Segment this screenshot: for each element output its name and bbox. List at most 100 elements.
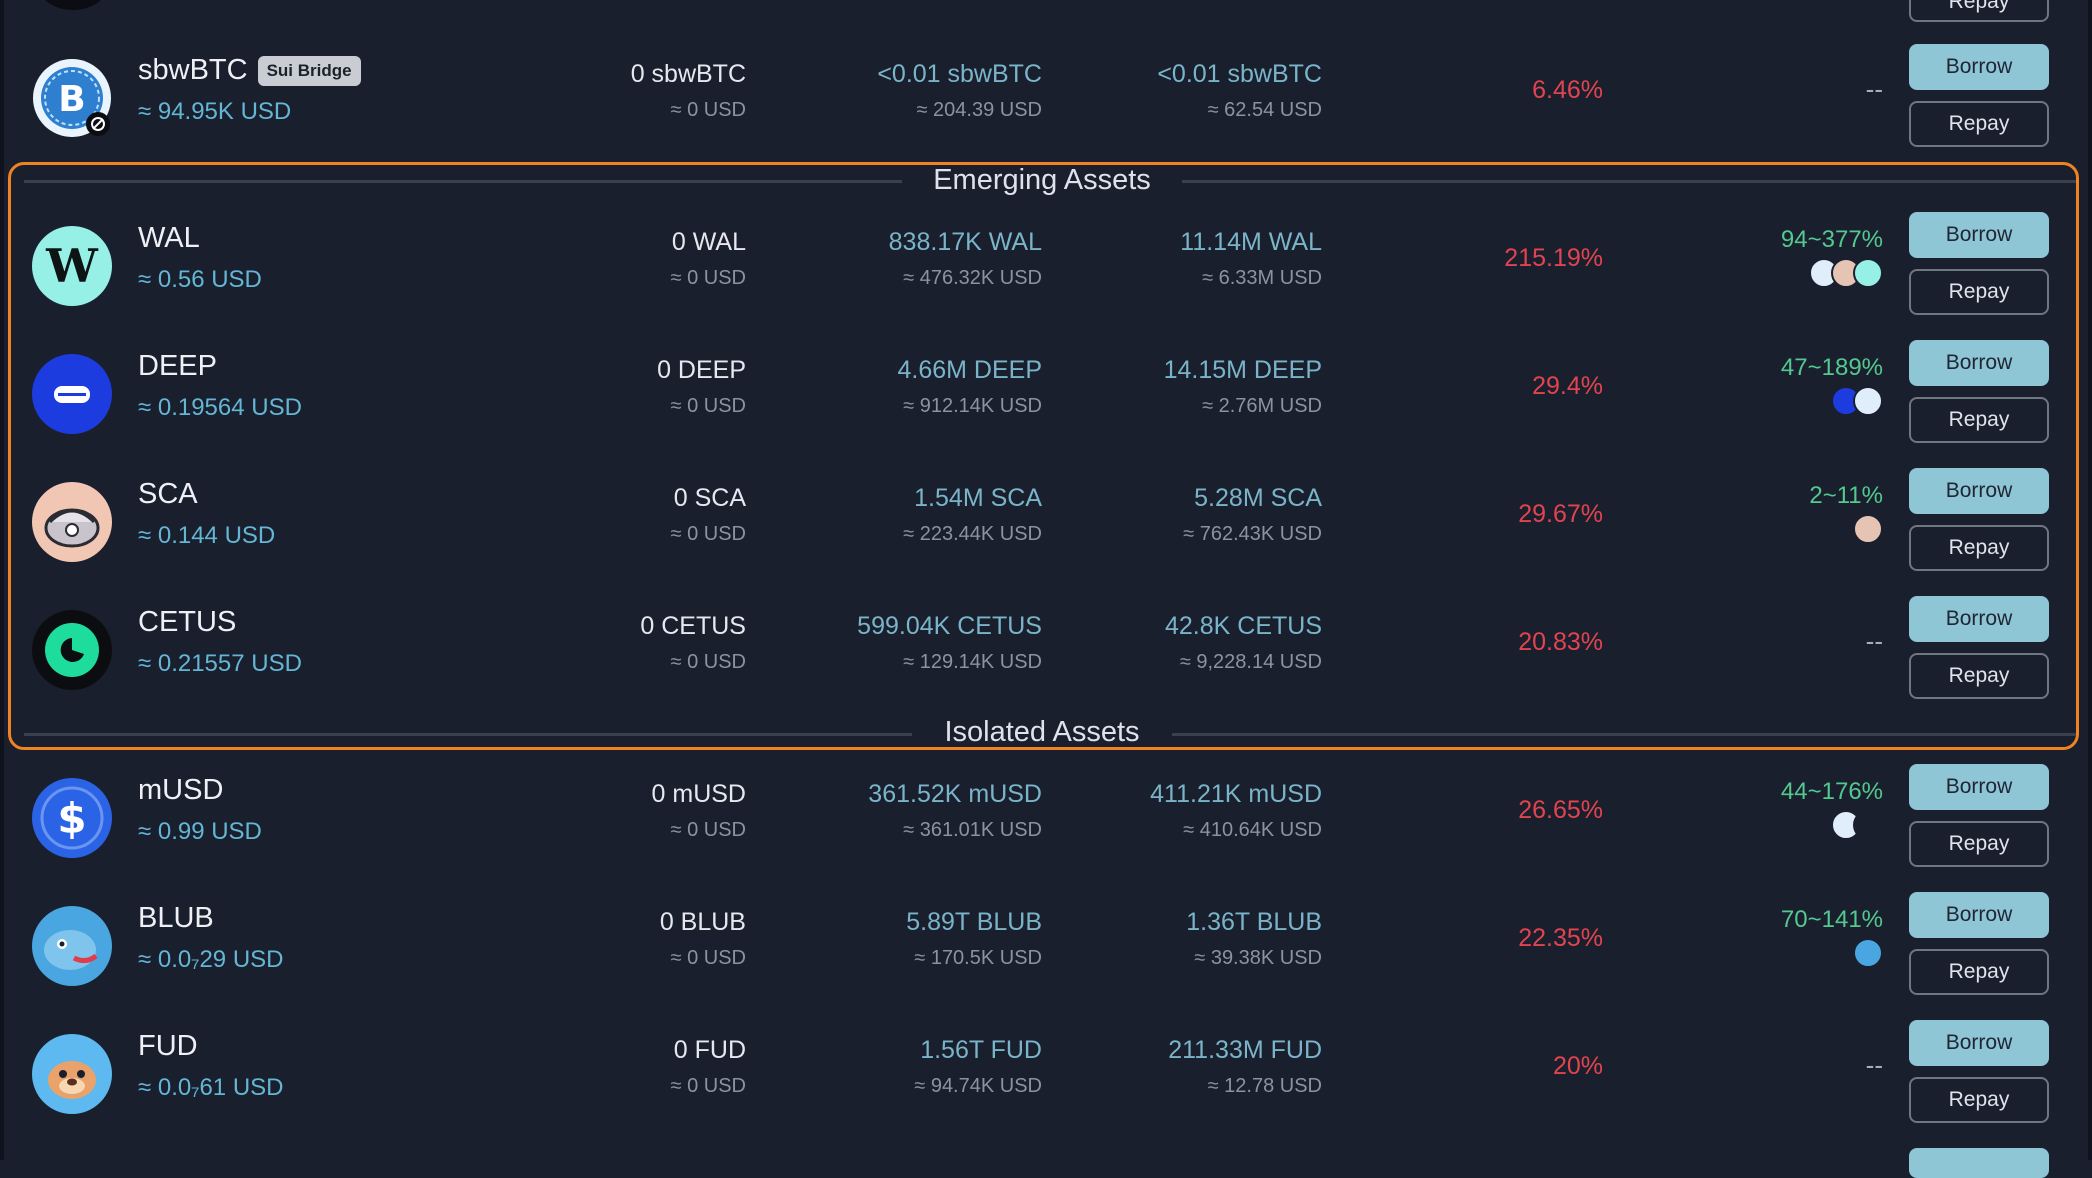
total-supplied: 4.66M DEEP ≈ 912.14K USD [897,356,1042,417]
total-supplied: 838.17K WAL ≈ 476.32K USD [888,228,1042,289]
total-supplied: 1.54M SCA ≈ 223.44K USD [903,484,1042,545]
borrow-apr: 20% [1552,1052,1603,1080]
asset-row-deep: DEEP ≈ 0.19564 USD 0 DEEP ≈ 0 USD 4.66M D… [0,330,2092,458]
sparkle-icon [1853,810,1883,840]
rewards: -- [1865,626,1883,656]
reward-token-icons [1809,514,1883,544]
asset-price: ≈ 0.144 USD [138,522,276,549]
asset-price: ≈ 0.0₇61 USD [138,1074,284,1101]
wallet-balance: 0 WAL ≈ 0 USD [670,228,746,289]
asset-row-blub: BLUB ≈ 0.0₇29 USD 0 BLUB ≈ 0 USD 5.89T BL… [0,882,2092,1010]
total-borrowed: <0.01 sbwBTC ≈ 62.54 USD [1157,60,1322,121]
borrow-apr: 29.4% [1532,372,1603,400]
asset-name: FUD [138,1030,198,1062]
asset-row-fud: FUD ≈ 0.0₇61 USD 0 FUD ≈ 0 USD 1.56T FUD ≈… [0,1010,2092,1138]
repay-button[interactable]: Repay [1909,1077,2049,1123]
wallet-balance: 0 DEEP ≈ 0 USD [657,356,746,417]
borrow-button[interactable]: Borrow [1909,468,2049,514]
asset-price: ≈ 0.56 USD [138,266,262,293]
bitcoin-icon: B [32,58,112,138]
repay-button[interactable]: Repay [1909,821,2049,867]
asset-row-wal: W WAL ≈ 0.56 USD 0 WAL ≈ 0 USD 838.17K WA… [0,202,2092,330]
rewards: 2~11% [1809,482,1883,544]
total-supplied: 5.89T BLUB ≈ 170.5K USD [906,908,1042,969]
asset-name: BLUB [138,902,214,934]
isolated-separator-left [24,733,912,736]
borrow-apr: 20.83% [1518,628,1603,656]
cetus-icon [32,610,112,690]
asset-row-cetus: CETUS ≈ 0.21557 USD 0 CETUS ≈ 0 USD 599.0… [0,586,2092,714]
borrow-button[interactable]: Borrow [1909,764,2049,810]
emerging-separator-left [24,180,902,183]
asset-row-musd: $ mUSD ≈ 0.99 USD 0 mUSD ≈ 0 USD 361.52K … [0,754,2092,882]
reward-token-icons [1781,810,1883,840]
borrow-button[interactable]: Borrow [1909,1020,2049,1066]
borrow-apr: 22.35% [1518,924,1603,952]
borrow-apr: 6.46% [1532,76,1603,104]
borrow-button[interactable]: Borrow [1909,892,2049,938]
total-borrowed: 411.21K mUSD ≈ 410.64K USD [1150,780,1322,841]
asset-price: ≈ 0.19564 USD [138,394,302,421]
total-supplied: 361.52K mUSD ≈ 361.01K USD [868,780,1042,841]
emerging-assets-group [8,162,2079,750]
borrow-button[interactable]: Borrow [1909,212,2049,258]
scrollbar-track[interactable] [2088,0,2092,1160]
asset-row-sbwbtc: B sbwBTC Sui Bridge ≈ 94.95K USD 0 sbwBT… [0,34,2092,162]
wallet-balance: 0 mUSD ≈ 0 USD [651,780,746,841]
asset-price: ≈ 0.99 USD [138,818,262,845]
total-borrowed: 14.15M DEEP ≈ 2.76M USD [1163,356,1322,417]
wal-icon [1853,258,1883,288]
svg-text:W: W [45,239,99,293]
repay-button[interactable]: Repay [1909,525,2049,571]
repay-button[interactable]: Repay [1909,269,2049,315]
borrow-button[interactable]: Borrow [1909,596,2049,642]
asset-price: ≈ 94.95K USD [138,98,292,125]
asset-name: WAL [138,222,200,254]
total-supplied: <0.01 sbwBTC ≈ 204.39 USD [877,60,1042,121]
isolated-assets-heading: Isolated Assets [944,716,1140,748]
repay-button[interactable]: Repay [1909,653,2049,699]
total-supplied: 1.56T FUD ≈ 94.74K USD [914,1036,1042,1097]
reward-token-icons [1781,258,1883,288]
wallet-balance: 0 FUD ≈ 0 USD [670,1036,746,1097]
sui-icon [1853,386,1883,416]
left-rail [0,0,4,1160]
asset-price: ≈ 0.21557 USD [138,650,302,677]
sca-icon [32,482,112,562]
isolated-separator-right [1172,733,2076,736]
repay-button[interactable]: Repay [1909,397,2049,443]
repay-button[interactable]: Repay [1909,949,2049,995]
total-supplied: 599.04K CETUS ≈ 129.14K USD [857,612,1042,673]
svg-text:B: B [58,79,85,120]
total-borrowed: 5.28M SCA ≈ 762.43K USD [1183,484,1322,545]
repay-button[interactable]: Repay [1909,101,2049,147]
emerging-separator-right [1182,180,2076,183]
svg-text:$: $ [57,794,86,843]
asset-name: sbwBTC [138,54,248,86]
asset-name: CETUS [138,606,237,638]
borrow-apr: 29.67% [1518,500,1603,528]
rewards: 70~141% [1781,906,1883,968]
repay-button-partial[interactable]: Repay [1909,0,2049,22]
borrow-apr: 215.19% [1504,244,1603,272]
borrow-button-partial[interactable] [1909,1148,2049,1178]
rewards: -- [1865,74,1883,104]
rewards: 94~377% [1781,226,1883,288]
reward-token-icons [1781,938,1883,968]
fud-icon [32,1034,112,1114]
sca-icon [1853,514,1883,544]
partial-coin-icon [38,0,108,10]
borrow-apr: 26.65% [1518,796,1603,824]
borrow-button[interactable]: Borrow [1909,44,2049,90]
asset-name: DEEP [138,350,217,382]
blub-icon [32,906,112,986]
rewards: -- [1865,1050,1883,1080]
rewards: 47~189% [1781,354,1883,416]
asset-name: SCA [138,478,198,510]
wallet-balance: 0 BLUB ≈ 0 USD [659,908,746,969]
deep-icon [32,354,112,434]
total-borrowed: 1.36T BLUB ≈ 39.38K USD [1186,908,1322,969]
borrow-button[interactable]: Borrow [1909,340,2049,386]
wal-icon: W [32,226,112,306]
emerging-assets-heading: Emerging Assets [933,164,1151,196]
